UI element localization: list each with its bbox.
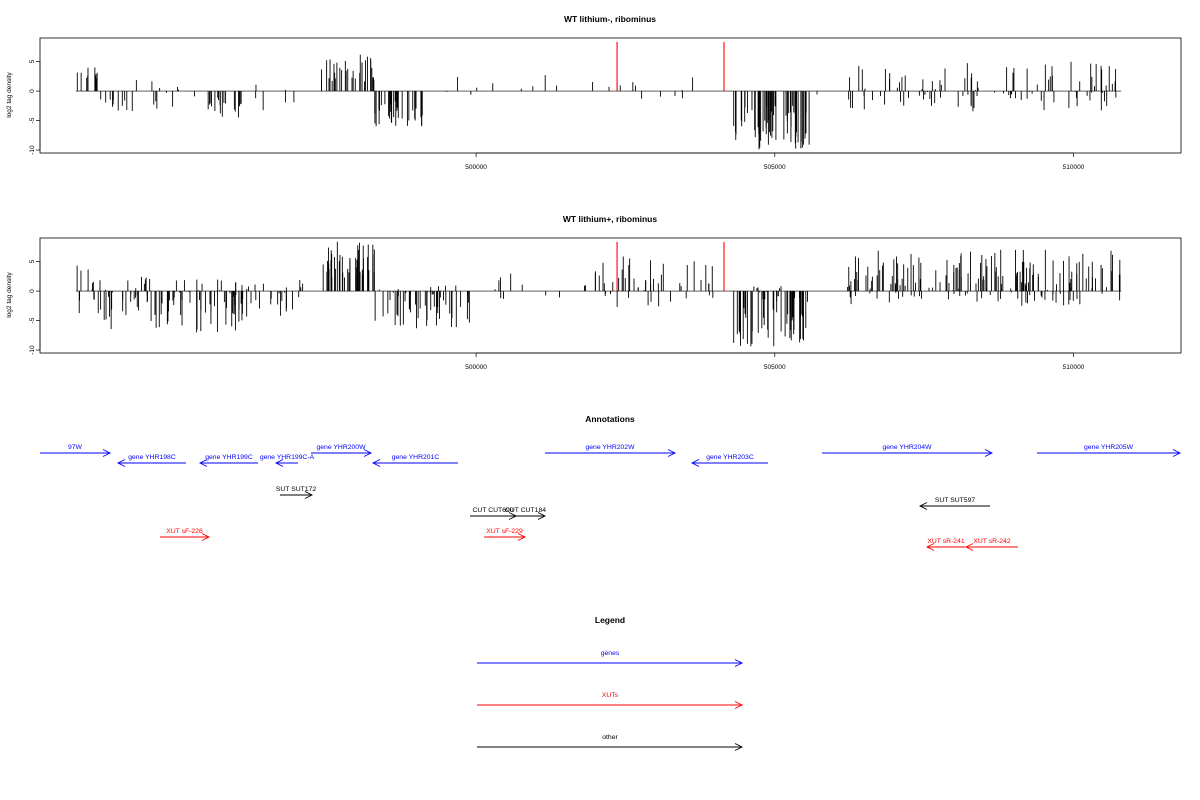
annotation-label: gene YHR200W [317,444,367,451]
y-tick-label: 0 [29,289,36,293]
marker-lines [616,42,725,92]
annotation-label: XUT sF-229 [486,528,523,535]
x-tick-label: 510000 [1063,364,1085,371]
annotation-feature: gene YHR199C [198,454,258,467]
annotation-label: gene YHR202W [586,444,636,451]
annotation-label: gene YHR205W [1084,444,1134,451]
annotation-arrow-head [1172,449,1182,457]
legend-label: XUTs [602,692,619,699]
annotation-feature: gene YHR200W [311,444,373,457]
annotation-label: gene YHR199C-A [260,454,315,461]
annotation-label: gene YHR203C [706,454,754,461]
y-axis: -10 -5 0 5 [29,259,41,355]
annotation-arrow-head [964,543,974,551]
annotation-arrow-head [198,459,208,467]
annotation-feature: gene YHR203C [690,454,768,467]
annotation-label: XUT sR-241 [927,538,964,545]
legend-item-other: other [477,734,744,751]
annotation-label: gene YHR201C [392,454,440,461]
y-tick-label: 0 [29,89,36,93]
annotation-arrow-head [918,502,928,510]
legend-arrow-head [734,743,744,751]
legend-label: other [602,734,618,741]
annotation-label: gene YHR204W [883,444,933,451]
annotation-arrow-head [363,449,373,457]
x-tick-label: 500000 [465,364,487,371]
legend-item-xut: XUTs [477,692,744,709]
annotation-label: XUT sR-242 [973,538,1010,545]
annotation-feature: XUT sR-241 [925,538,965,551]
x-tick-label: 505000 [764,164,786,171]
y-tick-label: 5 [29,59,36,63]
marker-lines [616,242,725,292]
annotation-arrow-head [116,459,126,467]
annotation-feature: gene YHR202W [545,444,677,457]
x-tick-label: 500000 [465,164,487,171]
annotation-feature: CUT CUT184 [505,507,546,520]
annotation-features: 97W gene YHR198C gene YHR199C gene YHR199C-… [40,444,1182,551]
annotation-feature: gene YHR205W [1037,444,1182,457]
annotation-label: gene YHR198C [128,454,176,461]
annotation-feature: gene YHR204W [822,444,994,457]
annotation-feature: XUT sF-229 [484,528,527,541]
annotation-feature: gene YHR201C [371,454,458,467]
coverage-bars [75,54,1122,150]
legend-arrow-head [734,701,744,709]
x-tick-label: 505000 [764,364,786,371]
annotation-arrow-head [667,449,677,457]
legend: genes XUTs other [477,650,744,751]
y-tick-label: -10 [29,345,36,355]
y-axis-label: log2 tag density [6,271,13,317]
annotation-arrow-head [274,459,284,467]
x-axis: 500000 505000 510000 [465,352,1085,371]
track-panel-lithium-minus: WT lithium-, ribominus log2 tag density … [6,14,1182,171]
annotation-feature: SUT SUT172 [276,486,317,499]
annotation-label: SUT SUT597 [935,497,976,504]
annotation-arrow-head [984,449,994,457]
y-axis: -10 -5 0 5 [29,59,41,155]
y-tick-label: 5 [29,259,36,263]
y-tick-label: -5 [29,117,36,123]
annotation-arrow-head [690,459,700,467]
annotation-label: XUT sF-226 [166,528,203,535]
legend-title: Legend [595,615,625,625]
coverage-bars [75,241,1122,347]
track-panel-lithium-plus: WT lithium+, ribominus log2 tag density … [6,214,1182,371]
annotation-label: SUT SUT172 [276,486,317,493]
annotation-label: CUT CUT184 [505,507,546,514]
annotation-arrow-head [201,533,211,541]
annotation-feature: SUT SUT597 [918,497,990,510]
annotation-feature: 97W [40,444,112,457]
y-axis-label: log2 tag density [6,71,13,117]
annotation-label: 97W [68,444,83,451]
annotation-arrow-head [925,543,935,551]
annotation-feature: XUT sR-242 [964,538,1018,551]
annotation-arrow-head [371,459,381,467]
track-title: WT lithium-, ribominus [564,14,656,24]
y-tick-label: -10 [29,145,36,155]
legend-item-gene: genes [477,650,744,667]
x-axis: 500000 505000 510000 [465,152,1085,171]
x-tick-label: 510000 [1063,164,1085,171]
annotation-feature: XUT sF-226 [160,528,211,541]
annotation-feature: gene YHR199C-A [260,454,315,467]
annotation-arrow-head [537,512,547,520]
annotation-feature: gene YHR198C [116,454,186,467]
annotation-label: gene YHR199C [205,454,253,461]
annotation-arrow-head [304,491,314,499]
annotation-arrow-head [102,449,112,457]
y-tick-label: -5 [29,317,36,323]
legend-label: genes [601,650,620,657]
annotation-arrow-head [517,533,527,541]
annotation-label: CUT CUT690 [472,507,513,514]
annotations-title: Annotations [585,414,635,424]
legend-arrow-head [734,659,744,667]
track-title: WT lithium+, ribominus [563,214,657,224]
